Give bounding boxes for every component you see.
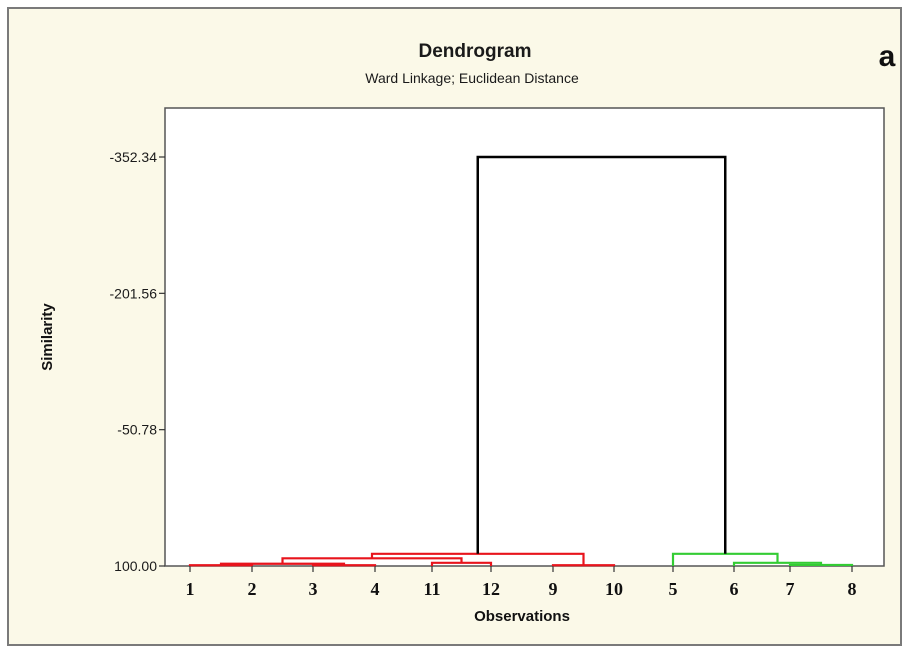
dendrogram-link bbox=[788, 563, 854, 567]
x-tick-label: 10 bbox=[605, 579, 623, 599]
dendrogram-link bbox=[476, 155, 727, 554]
y-tick-label: -50.78 bbox=[117, 422, 157, 438]
y-tick-label: 100.00 bbox=[114, 558, 157, 574]
x-tick-label: 11 bbox=[423, 579, 440, 599]
dendrogram-link bbox=[188, 564, 254, 567]
x-tick-label: 12 bbox=[482, 579, 500, 599]
x-tick-label: 3 bbox=[309, 579, 318, 599]
x-tick-label: 4 bbox=[371, 579, 380, 599]
x-tick-label: 8 bbox=[848, 579, 857, 599]
dendrogram-link bbox=[219, 562, 346, 566]
x-tick-label: 1 bbox=[186, 579, 195, 599]
dendrogram-link bbox=[551, 564, 616, 567]
x-tick-label: 2 bbox=[248, 579, 257, 599]
x-tick-label: 5 bbox=[669, 579, 678, 599]
x-tick-label: 7 bbox=[786, 579, 795, 599]
chart-title: Dendrogram bbox=[419, 41, 532, 62]
y-axis-title: Similarity bbox=[39, 303, 56, 371]
y-tick-label: -201.56 bbox=[110, 285, 158, 301]
chart-subtitle: Ward Linkage; Euclidean Distance bbox=[365, 70, 579, 86]
panel-label: a bbox=[879, 40, 896, 73]
x-tick-label: 6 bbox=[730, 579, 739, 599]
y-tick-label: -352.34 bbox=[110, 149, 158, 165]
x-axis: 1 2 3 4 11 12 9 10 5 6 7 8 bbox=[186, 566, 857, 599]
x-axis-title: Observations bbox=[474, 608, 570, 625]
dendrogram-link bbox=[311, 564, 377, 567]
plot-area bbox=[164, 107, 885, 567]
dendrogram-links bbox=[188, 155, 854, 567]
y-axis: -352.34 -201.56 -50.78 100.00 bbox=[110, 149, 165, 574]
x-tick-label: 9 bbox=[549, 579, 558, 599]
